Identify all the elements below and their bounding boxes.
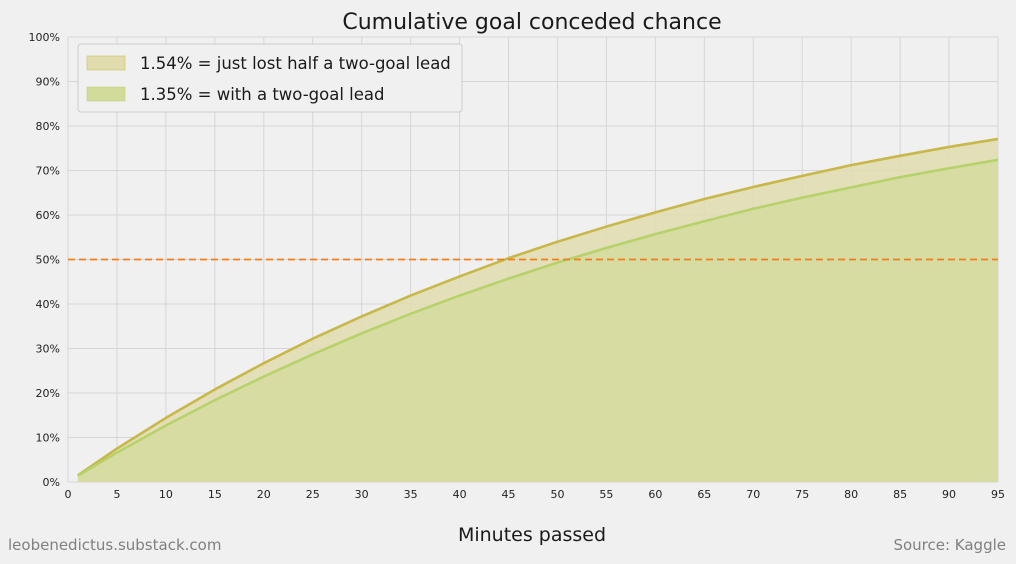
- x-tick-label: 95: [991, 488, 1005, 501]
- footer-credit: leobenedictus.substack.com: [8, 536, 222, 554]
- series-line-1: [77, 137, 999, 477]
- footer-source: Source: Kaggle: [893, 536, 1006, 554]
- y-tick-label: 40%: [36, 298, 60, 311]
- x-tick-label: 30: [355, 488, 369, 501]
- x-tick-label: 80: [844, 488, 858, 501]
- x-tick-label: 85: [893, 488, 907, 501]
- x-axis-label: Minutes passed: [458, 524, 606, 546]
- x-tick-label: 45: [502, 488, 516, 501]
- y-tick-label: 30%: [36, 343, 60, 356]
- x-tick-label: 0: [65, 488, 72, 501]
- y-tick-label: 90%: [36, 76, 60, 89]
- x-tick-label: 20: [257, 488, 271, 501]
- chart-title: Cumulative goal conceded chance: [342, 10, 721, 35]
- legend-label-1: 1.54% = just lost half a two-goal lead: [140, 54, 451, 73]
- y-tick-label: 60%: [36, 209, 60, 222]
- y-tick-label: 20%: [36, 387, 60, 400]
- y-tick-label: 10%: [36, 432, 60, 445]
- series-line-2: [77, 158, 999, 477]
- x-tick-label: 60: [648, 488, 662, 501]
- y-tick-label: 50%: [36, 254, 60, 267]
- area-layer: [77, 138, 999, 482]
- x-tick-label: 75: [795, 488, 809, 501]
- x-tick-label: 65: [697, 488, 711, 501]
- tick-labels: 0 5 10 15 20 25 30 35 40 45 50 55 60 65 70 75 80 85 90 95 0%…: [29, 31, 1005, 501]
- series-area-2: [77, 159, 999, 482]
- x-tick-label: 5: [113, 488, 120, 501]
- y-tick-label: 80%: [36, 120, 60, 133]
- x-tick-label: 40: [453, 488, 467, 501]
- y-tick-label: 0%: [43, 476, 60, 489]
- x-tick-label: 90: [942, 488, 956, 501]
- x-tick-label: 35: [404, 488, 418, 501]
- x-tick-label: 25: [306, 488, 320, 501]
- x-tick-label: 10: [159, 488, 173, 501]
- x-tick-label: 50: [550, 488, 564, 501]
- legend-swatch-1: [86, 55, 126, 71]
- x-tick-label: 70: [746, 488, 760, 501]
- legend-frame: [77, 43, 463, 113]
- y-tick-label: 70%: [36, 165, 60, 178]
- y-tick-label: 100%: [29, 31, 60, 44]
- x-tick-label: 15: [208, 488, 222, 501]
- legend-label-2: 1.35% = with a two-goal lead: [140, 85, 385, 104]
- x-tick-label: 55: [599, 488, 613, 501]
- legend: 1.54% = just lost half a two-goal lead 1.…: [77, 43, 463, 113]
- legend-swatch-2: [86, 86, 126, 102]
- line-layer: [77, 137, 999, 477]
